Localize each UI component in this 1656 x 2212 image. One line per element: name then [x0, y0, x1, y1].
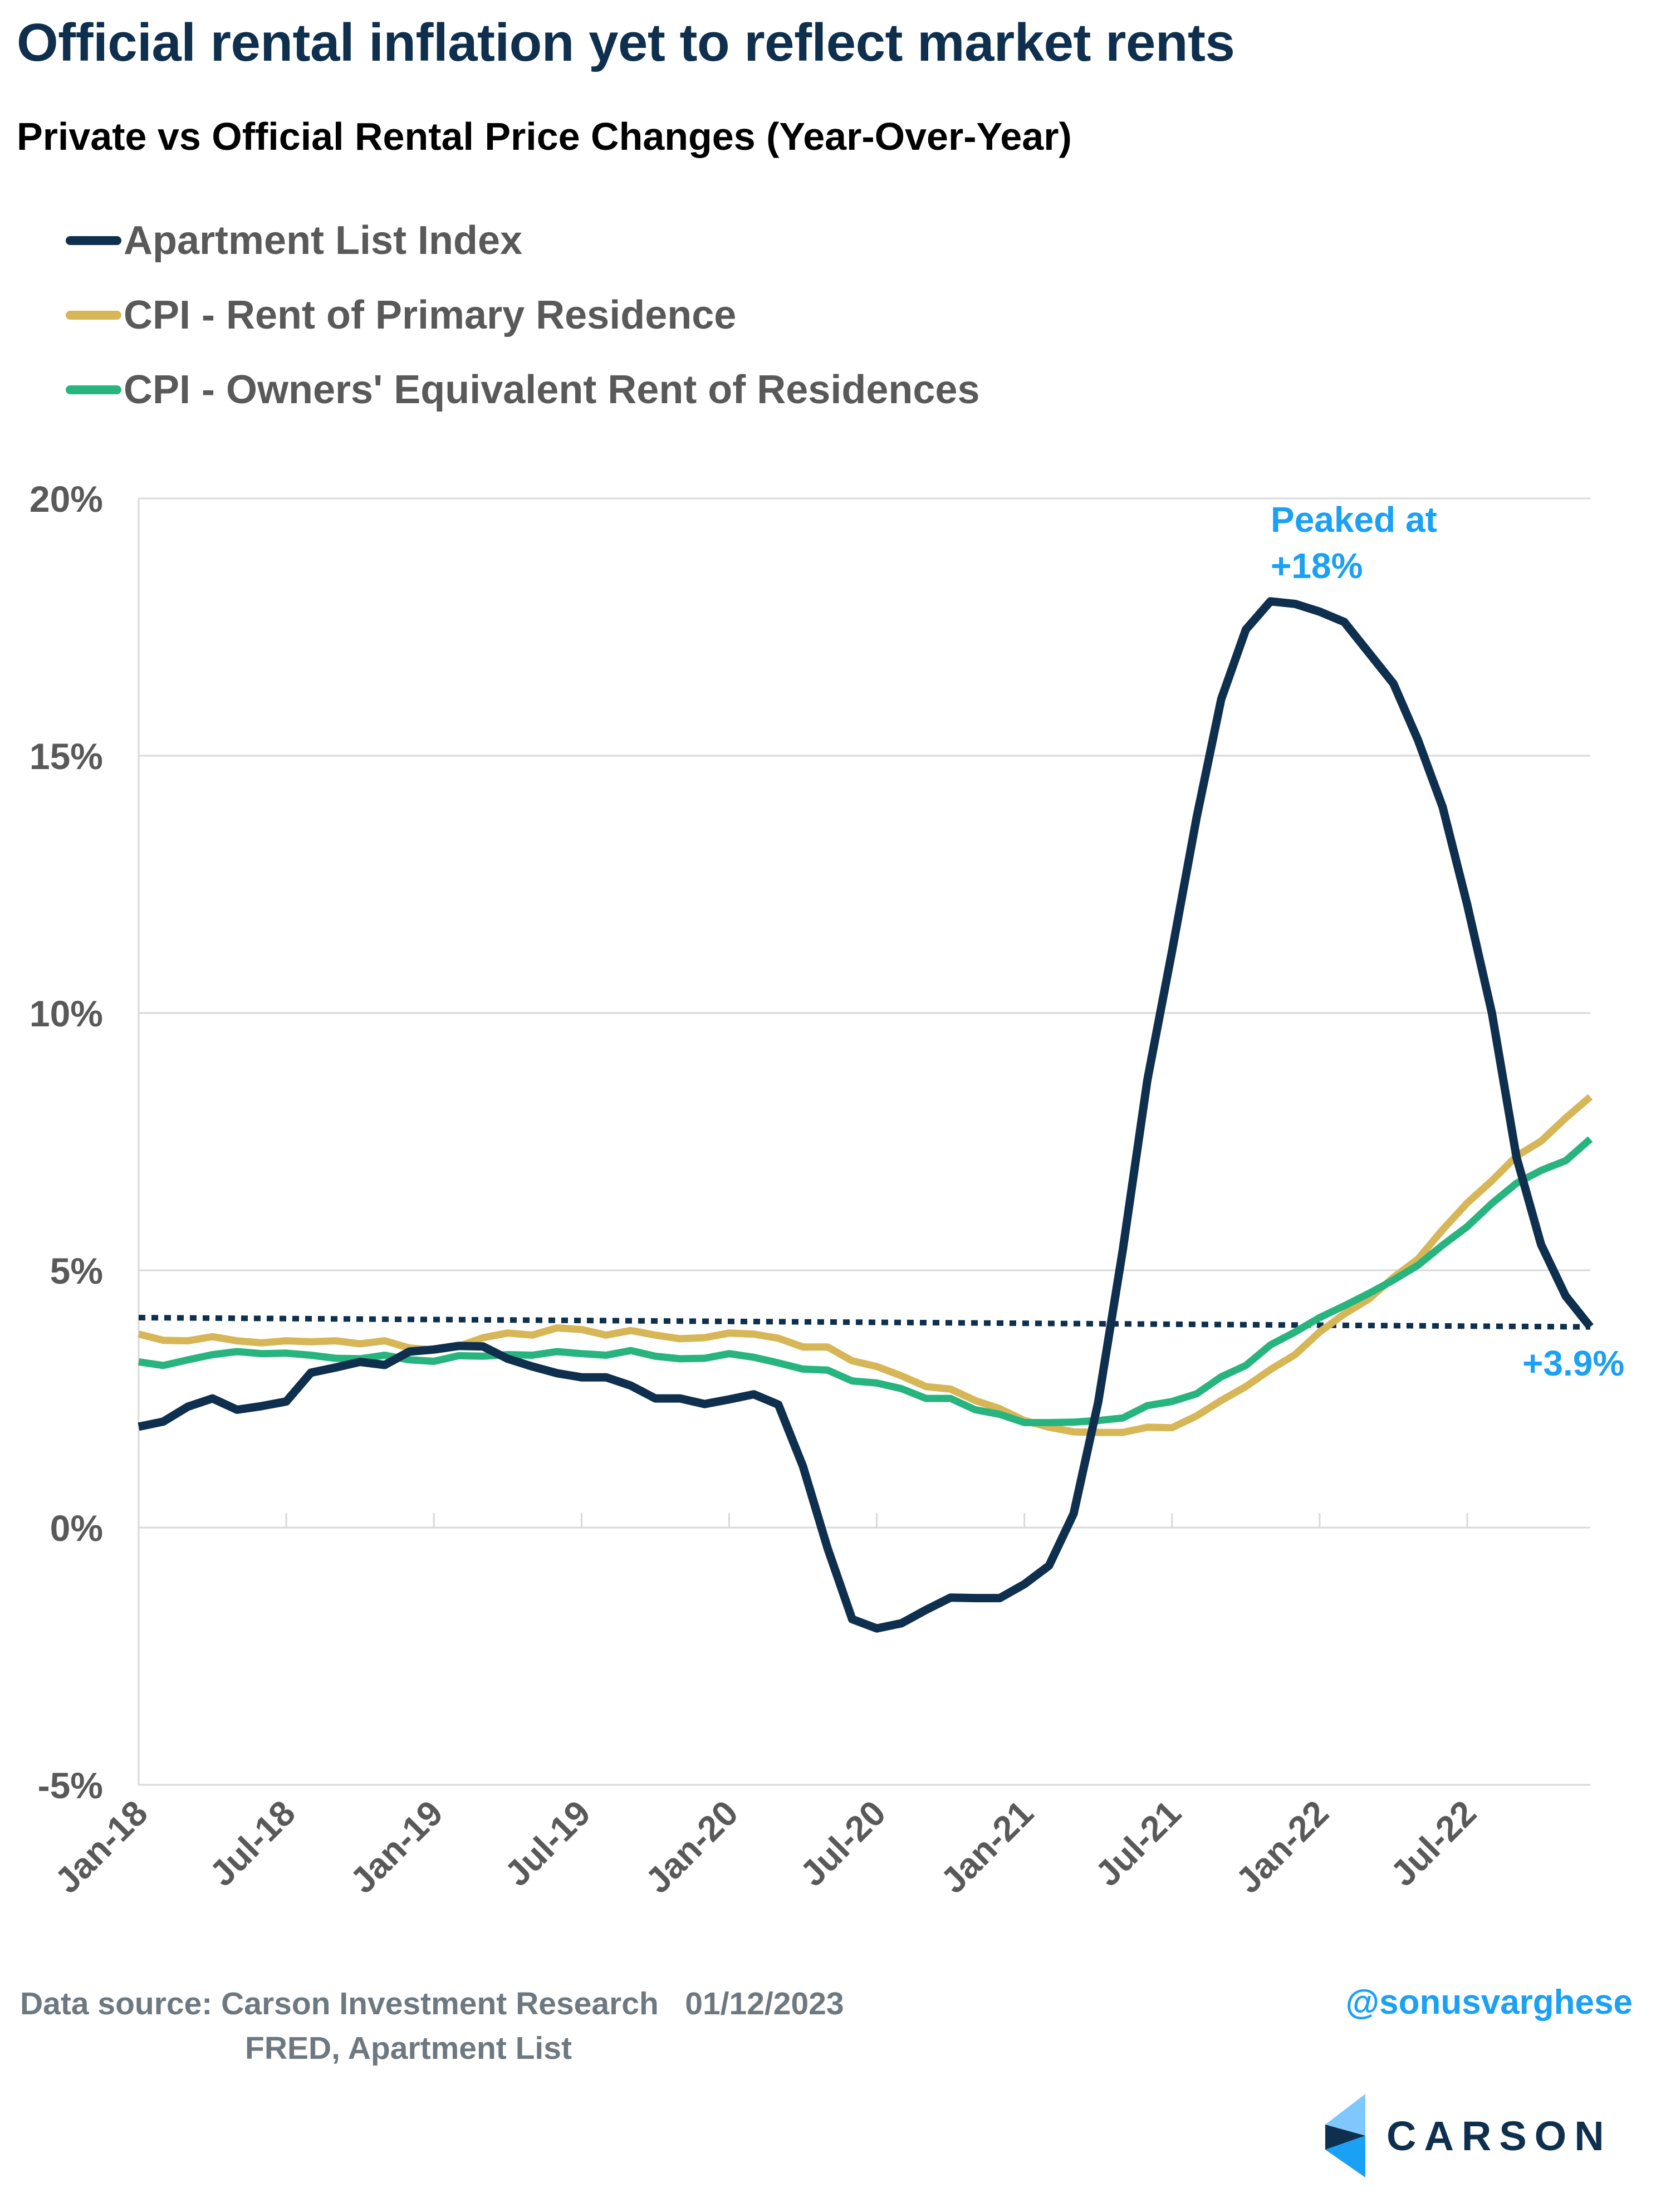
series-lines: [138, 597, 1594, 1633]
legend-item-apartment-list: Apartment List Index: [66, 203, 980, 278]
legend-item-cpi-rent: CPI - Rent of Primary Residence: [66, 278, 980, 353]
chart-legend: Apartment List Index CPI - Rent of Prima…: [66, 203, 980, 427]
x-tick-label: Jan-22: [1228, 1793, 1336, 1901]
y-axis-labels: -5% 0% 5% 10% 15% 20%: [30, 478, 103, 1806]
twitter-handle[interactable]: @sonusvarghese: [1345, 1983, 1633, 2022]
carson-logo: CARSON: [1320, 2094, 1612, 2177]
chart-subtitle: Private vs Official Rental Price Changes…: [17, 115, 1072, 158]
x-tick-label: Jan-21: [933, 1793, 1041, 1901]
y-tick-label: 0%: [50, 1508, 103, 1549]
y-tick-label: 5%: [50, 1250, 103, 1291]
x-tick-label: Jan-18: [47, 1793, 155, 1901]
legend-item-cpi-oer: CPI - Owners' Equivalent Rent of Residen…: [66, 353, 980, 427]
annotation-latest-value: +3.9%: [1522, 1343, 1624, 1383]
data-source-text: Data source: Carson Investment Research …: [20, 1986, 844, 2022]
y-tick-label: 15%: [30, 736, 103, 777]
page-title: Official rental inflation yet to reflect…: [17, 13, 1235, 72]
x-tick-label: Jul-19: [497, 1793, 599, 1894]
annotation-peak-label: Peaked at: [1271, 500, 1437, 540]
carson-logo-text: CARSON: [1386, 2112, 1612, 2159]
trend-line-dotted: [138, 1315, 1591, 1330]
x-tick-label: Jan-20: [638, 1793, 746, 1901]
legend-swatch-apartment-list: [66, 236, 121, 245]
legend-label: Apartment List Index: [124, 218, 523, 263]
gridlines: [138, 497, 1590, 1786]
series-line-cpi-rent: [138, 1094, 1593, 1436]
legend-swatch-cpi-oer: [66, 385, 121, 394]
y-tick-label: 10%: [30, 993, 103, 1034]
carson-logo-icon: [1325, 2094, 1365, 2177]
y-tick-label: -5%: [38, 1765, 103, 1806]
legend-label: CPI - Rent of Primary Residence: [124, 293, 737, 337]
x-tick-label: Jul-21: [1087, 1793, 1189, 1894]
x-tick-label: Jul-20: [792, 1793, 894, 1894]
legend-swatch-cpi-rent: [66, 311, 121, 320]
data-source-text-line2: FRED, Apartment List: [245, 2030, 572, 2066]
y-tick-label: 20%: [30, 478, 103, 520]
series-line-cpi-oer: [138, 1136, 1593, 1426]
annotation-peak-value: +18%: [1271, 546, 1363, 586]
x-tick-label: Jan-19: [342, 1793, 450, 1901]
line-chart: -5% 0% 5% 10% 15% 20% Jan-18 Jul-18 Jan-19 Jul-1…: [30, 478, 1624, 1901]
x-tick-label: Jul-22: [1383, 1793, 1484, 1894]
legend-label: CPI - Owners' Equivalent Rent of Residen…: [124, 368, 980, 412]
series-line-apartment-list: [138, 597, 1594, 1633]
x-axis-labels: Jan-18 Jul-18 Jan-19 Jul-19 Jan-20 Jul-20 Jan-…: [47, 1793, 1484, 1901]
x-tick-label: Jul-18: [202, 1793, 303, 1894]
